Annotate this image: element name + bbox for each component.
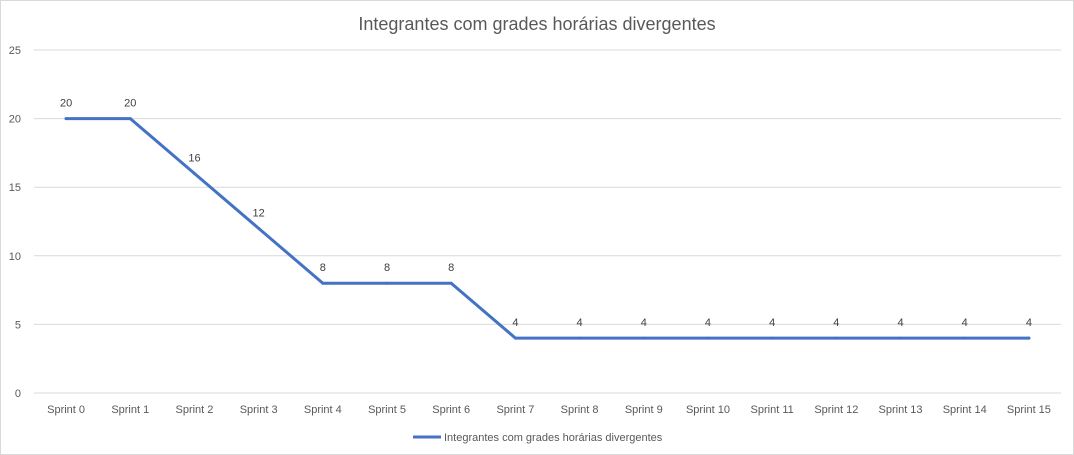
x-tick-label: Sprint 4	[304, 404, 342, 416]
data-label: 4	[833, 317, 839, 329]
x-tick-label: Sprint 0	[47, 404, 85, 416]
data-label: 4	[577, 317, 583, 329]
data-label: 4	[769, 317, 775, 329]
data-point	[578, 336, 582, 340]
x-tick-label: Sprint 15	[1007, 404, 1051, 416]
x-tick-label: Sprint 5	[368, 404, 406, 416]
y-tick-label: 15	[9, 182, 21, 194]
data-point	[449, 281, 453, 285]
data-point	[385, 281, 389, 285]
y-tick-label: 10	[9, 251, 21, 263]
data-label: 8	[384, 262, 390, 274]
x-tick-label: Sprint 2	[176, 404, 214, 416]
x-axis-ticks: Sprint 0 Sprint 1 Sprint 2 Sprint 3 Sprint 4…	[47, 404, 1051, 416]
data-point	[513, 336, 517, 340]
data-label: 4	[512, 317, 518, 329]
legend: Integrantes com grades horárias divergen…	[413, 432, 663, 444]
data-label: 4	[897, 317, 903, 329]
data-point	[963, 336, 967, 340]
data-point	[128, 117, 132, 121]
x-tick-label: Sprint 3	[240, 404, 278, 416]
data-point	[899, 336, 903, 340]
data-label: 12	[253, 207, 265, 219]
x-tick-label: Sprint 9	[625, 404, 663, 416]
data-point	[192, 171, 196, 175]
chart-title: Integrantes com grades horárias divergen…	[358, 14, 715, 34]
data-point	[1027, 336, 1031, 340]
x-tick-label: Sprint 10	[686, 404, 730, 416]
data-label: 20	[124, 98, 136, 110]
data-point	[706, 336, 710, 340]
x-tick-label: Sprint 7	[496, 404, 534, 416]
data-point	[770, 336, 774, 340]
x-tick-label: Sprint 12	[814, 404, 858, 416]
x-tick-label: Sprint 11	[751, 404, 794, 416]
y-axis-ticks: 0 5 10 15 20 25	[9, 45, 21, 400]
data-point	[64, 117, 68, 121]
y-tick-label: 25	[9, 45, 21, 57]
x-tick-label: Sprint 8	[561, 404, 599, 416]
data-point	[257, 226, 261, 230]
data-label: 16	[188, 152, 200, 164]
gridlines	[34, 49, 1061, 394]
data-label: 4	[1026, 317, 1032, 329]
data-label: 4	[705, 317, 711, 329]
x-tick-label: Sprint 6	[432, 404, 470, 416]
data-point	[834, 336, 838, 340]
series-line	[64, 117, 1031, 340]
data-labels: 20 20 16 12 8 8 8 4 4 4 4 4 4 4 4 4	[60, 98, 1032, 330]
legend-label: Integrantes com grades horárias divergen…	[444, 432, 663, 444]
x-tick-label: Sprint 14	[943, 404, 987, 416]
data-label: 8	[448, 262, 454, 274]
x-tick-label: Sprint 1	[111, 404, 149, 416]
y-tick-label: 20	[9, 114, 21, 126]
y-tick-label: 0	[15, 388, 21, 400]
data-point	[642, 336, 646, 340]
y-tick-label: 5	[15, 319, 21, 331]
series-layer	[64, 117, 1031, 340]
data-label: 4	[641, 317, 647, 329]
data-point	[321, 281, 325, 285]
data-label: 4	[962, 317, 968, 329]
x-tick-label: Sprint 13	[879, 404, 923, 416]
data-label: 8	[320, 262, 326, 274]
data-label: 20	[60, 98, 72, 110]
